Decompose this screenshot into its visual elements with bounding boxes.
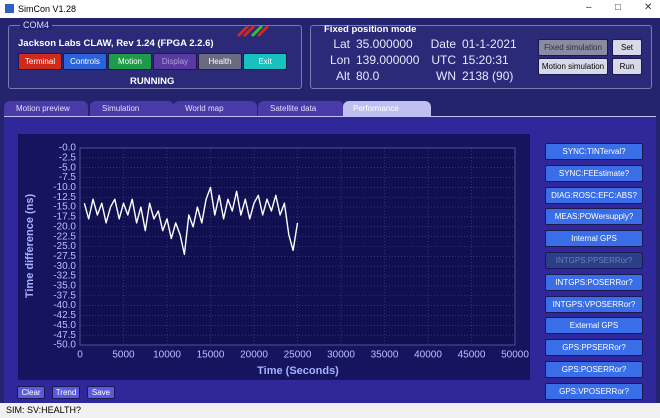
- run-button[interactable]: Run: [612, 58, 642, 75]
- maximize-button[interactable]: □: [615, 2, 622, 13]
- motion-button[interactable]: Motion: [108, 53, 152, 70]
- display-button[interactable]: Display: [153, 53, 197, 70]
- tab[interactable]: Simulation: [90, 101, 174, 117]
- tab[interactable]: Satellite data: [258, 101, 344, 117]
- y-tick-label: -12.5: [53, 192, 76, 203]
- y-tick-label: -37.5: [53, 290, 76, 301]
- window-title: SimCon V1.28: [18, 4, 77, 14]
- y-tick-label: -22.5: [53, 231, 76, 242]
- y-tick-label: -20.0: [53, 221, 76, 232]
- mode-title: Fixed position mode: [324, 24, 417, 35]
- command-button[interactable]: DIAG:ROSC:EFC:ABS?: [545, 186, 643, 204]
- field-value: 35.000000: [356, 37, 413, 51]
- y-tick-label: -27.5: [53, 251, 76, 262]
- command-button[interactable]: External GPS: [545, 317, 643, 335]
- command-button[interactable]: Internal GPS: [545, 230, 643, 248]
- y-tick-label: -5.0: [59, 162, 77, 173]
- exit-button[interactable]: Exit: [243, 53, 287, 70]
- x-tick-label: 30000: [327, 350, 355, 361]
- x-tick-label: 35000: [371, 350, 399, 361]
- set-button[interactable]: Set: [612, 39, 642, 56]
- field-label: Date: [430, 37, 456, 51]
- connection-icon: [236, 24, 270, 38]
- health-button[interactable]: Health: [198, 53, 242, 70]
- field-label: UTC: [431, 53, 456, 67]
- y-tick-label: -15.0: [53, 202, 76, 213]
- fixed-simulation-button[interactable]: Fixed simulation: [538, 39, 608, 56]
- x-tick-label: 15000: [197, 350, 225, 361]
- close-button[interactable]: ✕: [644, 2, 653, 13]
- field-value: 80.0: [356, 69, 380, 83]
- bottom-button[interactable]: Save: [87, 386, 115, 399]
- x-tick-label: 45000: [458, 350, 486, 361]
- x-tick-label: 0: [77, 350, 83, 361]
- x-tick-label: 25000: [284, 350, 312, 361]
- app-icon: [5, 4, 14, 13]
- y-tick-label: -30.0: [53, 261, 76, 272]
- minimize-button[interactable]: –: [586, 2, 592, 13]
- bottom-button[interactable]: Trend: [52, 386, 80, 399]
- position-panel: [310, 25, 652, 89]
- x-tick-label: 20000: [240, 350, 268, 361]
- field-label: Lat: [333, 37, 350, 51]
- command-button[interactable]: GPS:POSERRor?: [545, 361, 643, 378]
- command-button[interactable]: SYNC:TINTerval?: [545, 143, 643, 160]
- y-tick-label: -40.0: [53, 300, 76, 311]
- terminal-button[interactable]: Terminal: [18, 53, 62, 70]
- command-button[interactable]: GPS:PPSERRor?: [545, 339, 643, 357]
- y-tick-label: -47.5: [53, 330, 76, 341]
- data-line: [83, 186, 299, 256]
- tab-active[interactable]: Performance: [343, 101, 431, 117]
- tab[interactable]: World map: [173, 101, 257, 117]
- chart: Time (Seconds) Time difference (ns) -0.0…: [18, 134, 530, 380]
- field-label: WN: [436, 69, 456, 83]
- controls-button[interactable]: Controls: [63, 53, 107, 70]
- field-value: 15:20:31: [462, 53, 509, 67]
- y-tick-label: -10.0: [53, 182, 76, 193]
- x-tick-label: 10000: [153, 350, 181, 361]
- y-tick-label: -0.0: [59, 143, 77, 154]
- y-tick-label: -45.0: [53, 320, 76, 331]
- motion-simulation-button[interactable]: Motion simulation: [538, 58, 608, 75]
- port-label: COM4: [20, 20, 53, 30]
- field-value: 2138 (90): [462, 69, 514, 83]
- y-tick-label: -2.5: [59, 152, 77, 163]
- x-tick-label: 40000: [414, 350, 442, 361]
- field-label: Alt: [335, 69, 350, 83]
- command-button[interactable]: MEAS:POWersupply?: [545, 208, 643, 226]
- field-value: 01-1-2021: [462, 37, 517, 51]
- command-button[interactable]: INTGPS:POSERRor?: [545, 273, 643, 291]
- y-tick-label: -7.5: [59, 172, 77, 183]
- command-button[interactable]: SYNC:FEEstimate?: [545, 164, 643, 182]
- tab[interactable]: Motion preview: [4, 101, 88, 117]
- run-status: RUNNING: [130, 76, 175, 87]
- title-bar: SimCon V1.28 – □ ✕: [0, 0, 660, 18]
- bottom-button[interactable]: Clear: [17, 386, 45, 399]
- status-bar: SIM: SV:HEALTH?: [0, 403, 660, 418]
- command-button[interactable]: INTGPS:PPSERRor?: [545, 252, 643, 269]
- y-axis-label: Time difference (ns): [24, 194, 36, 299]
- field-value: 139.000000: [356, 53, 420, 67]
- y-tick-label: -17.5: [53, 212, 76, 223]
- command-button[interactable]: GPS:VPOSERRor?: [545, 382, 643, 400]
- x-tick-label: 50000: [501, 350, 529, 361]
- y-tick-label: -50.0: [53, 340, 76, 351]
- y-tick-label: -35.0: [53, 281, 76, 292]
- y-tick-label: -42.5: [53, 310, 76, 321]
- command-button[interactable]: INTGPS:VPOSERRor?: [545, 295, 643, 313]
- device-name: Jackson Labs CLAW, Rev 1.24 (FPGA 2.2.6): [18, 38, 214, 49]
- x-axis-label: Time (Seconds): [257, 365, 339, 377]
- y-tick-label: -32.5: [53, 271, 76, 282]
- x-tick-label: 5000: [112, 350, 135, 361]
- y-tick-label: -25.0: [53, 241, 76, 252]
- field-label: Lon: [329, 53, 350, 67]
